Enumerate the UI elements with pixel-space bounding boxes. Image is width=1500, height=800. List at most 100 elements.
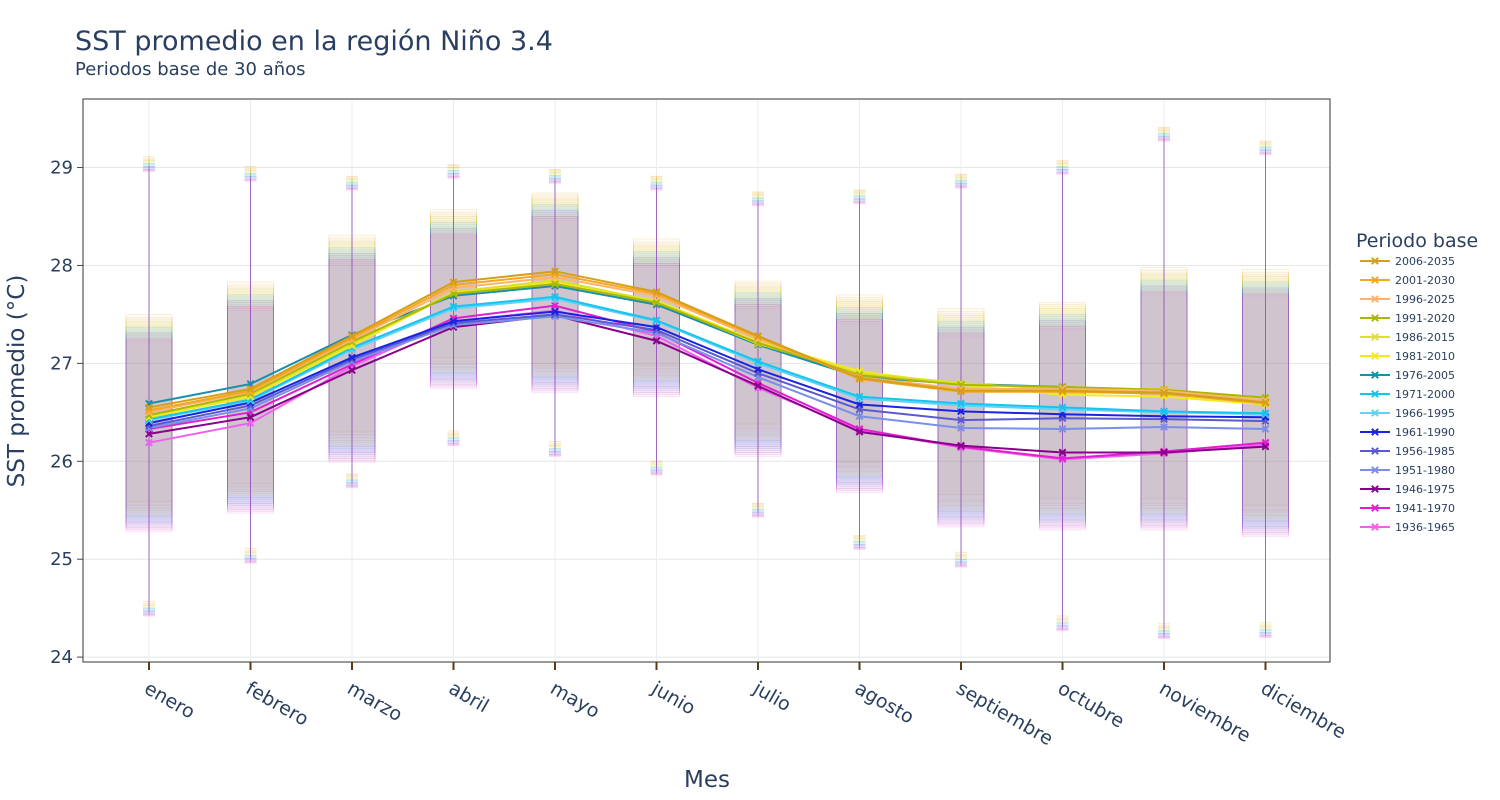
box-iqr [430, 237, 477, 390]
box-iqr [328, 237, 376, 436]
legend-label: 1941-1970 [1395, 502, 1455, 515]
series-point [652, 323, 661, 332]
y-tick-label: 28 [50, 255, 73, 276]
box-iqr [1242, 285, 1289, 526]
x-tick-label: mayo [547, 677, 604, 723]
box-iqr [836, 307, 883, 478]
box-iqr [937, 312, 985, 503]
legend-label: 1961-1990 [1395, 426, 1455, 439]
series-point [449, 278, 458, 287]
legend-item-1966-1995[interactable]: 1966-1995 [1360, 407, 1455, 420]
series-point [348, 332, 356, 340]
series-point [1058, 454, 1067, 463]
legend-label: 1951-1980 [1395, 464, 1455, 477]
legend-item-1976-2005[interactable]: 1976-2005 [1360, 369, 1455, 382]
series-point [855, 400, 864, 409]
box-iqr [1039, 315, 1086, 517]
x-tick-label: marzo [344, 677, 407, 726]
box-iqr [734, 308, 782, 457]
series-point [652, 316, 661, 325]
box-iqr [937, 334, 985, 526]
box-iqr [734, 290, 782, 440]
legend-marker [1371, 352, 1379, 360]
legend[interactable]: Periodo base 2006-2035 2001-2030 1996-2025… [1356, 230, 1478, 534]
box-iqr [734, 286, 782, 436]
box-iqr [1140, 287, 1188, 523]
series-point [855, 412, 864, 421]
series-point [652, 336, 661, 345]
legend-item-2001-2030[interactable]: 2001-2030 [1360, 274, 1455, 287]
legend-marker [1371, 447, 1379, 455]
series-point [1058, 448, 1067, 457]
x-axis-label: Mes [684, 767, 730, 793]
legend-label: 1991-2020 [1395, 312, 1455, 325]
legend-item-1971-2000[interactable]: 1971-2000 [1360, 388, 1455, 401]
series-point [246, 384, 255, 393]
legend-item-1961-1990[interactable]: 1961-1990 [1360, 426, 1455, 439]
series-line-2006-2035 [148, 270, 1266, 409]
legend-label: 1936-1965 [1395, 521, 1455, 534]
chart-subtitle: Periodos base de 30 años [75, 59, 306, 80]
box-iqr [1039, 323, 1086, 525]
legend-item-1951-1980[interactable]: 1951-1980 [1360, 464, 1455, 477]
legend-label: 1946-1975 [1395, 483, 1455, 496]
x-tick-label: abril [445, 677, 492, 717]
box-iqr [1242, 287, 1289, 528]
box-iqr [633, 243, 680, 373]
series-point [754, 365, 762, 374]
legend-item-1936-1965[interactable]: 1936-1965 [1360, 521, 1455, 534]
x-tick-label: febrero [242, 677, 312, 730]
box-iqr [328, 262, 376, 463]
legend-item-1996-2025[interactable]: 1996-2025 [1360, 293, 1455, 306]
series-line-1966-1995 [148, 297, 1266, 422]
legend-label: 2001-2030 [1395, 274, 1455, 287]
box-iqr [633, 266, 680, 398]
series-point [145, 429, 153, 438]
series-point [957, 399, 965, 408]
legend-marker [1371, 333, 1379, 341]
legend-item-1946-1975[interactable]: 1946-1975 [1360, 483, 1455, 496]
box-iqr [125, 332, 173, 523]
legend-item-2006-2035[interactable]: 2006-2035 [1360, 255, 1455, 268]
box-iqr [1140, 266, 1188, 499]
series-point [348, 353, 356, 362]
legend-label: 1966-1995 [1395, 407, 1455, 420]
box-iqr [937, 318, 985, 510]
legend-item-1956-1985[interactable]: 1956-1985 [1360, 445, 1455, 458]
box-iqr [836, 318, 883, 490]
series-line-1981-2010 [148, 281, 1266, 419]
legend-item-1991-2020[interactable]: 1991-2020 [1360, 312, 1455, 325]
box-iqr [430, 225, 477, 378]
series-point [449, 289, 458, 298]
legend-item-1986-2015[interactable]: 1986-2015 [1360, 331, 1455, 344]
box-iqr [1140, 269, 1188, 504]
box-iqr [531, 206, 579, 380]
box-iqr [328, 243, 376, 444]
legend-marker [1371, 276, 1379, 284]
legend-label: 1986-2015 [1395, 331, 1455, 344]
box-iqr [937, 320, 985, 512]
series-line-1996-2025 [148, 276, 1266, 414]
legend-label: 2006-2035 [1395, 255, 1455, 268]
series-point [1058, 403, 1067, 412]
series-point [348, 366, 356, 375]
legend-item-1981-2010[interactable]: 1981-2010 [1360, 350, 1455, 363]
y-tick-label: 24 [50, 647, 73, 668]
box-iqr [430, 233, 477, 386]
box-iqr [836, 309, 883, 480]
legend-marker [1371, 314, 1379, 322]
series-point [1160, 407, 1168, 416]
series-point [957, 441, 965, 450]
box-iqr [633, 257, 680, 388]
legend-marker [1371, 466, 1379, 474]
legend-marker [1371, 523, 1379, 531]
legend-label: 1971-2000 [1395, 388, 1455, 401]
series-point [754, 357, 762, 366]
legend-marker [1371, 390, 1379, 398]
series-point [1160, 388, 1168, 397]
box-iqr [1140, 283, 1188, 519]
series-line-1946-1975 [148, 314, 1266, 454]
legend-item-1941-1970[interactable]: 1941-1970 [1360, 502, 1455, 515]
series-point [145, 438, 153, 447]
box-iqr [734, 304, 782, 453]
